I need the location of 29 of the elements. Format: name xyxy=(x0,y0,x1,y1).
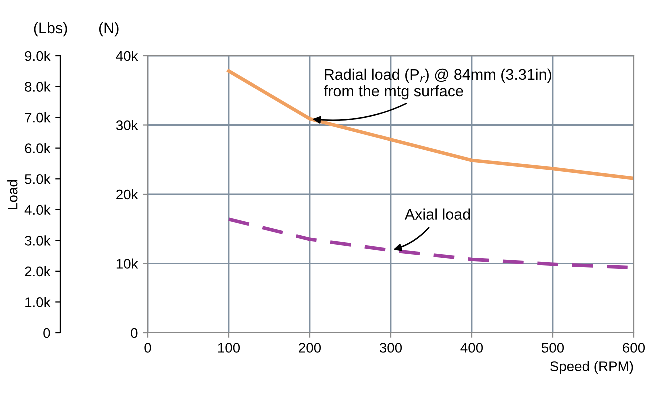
y-tick-label: 30k xyxy=(116,120,138,130)
y2-tick-label: 9.0k xyxy=(25,50,51,62)
x-tick-label: 0 xyxy=(144,343,152,353)
x-axis-title: Speed (RPM) xyxy=(550,361,634,374)
x-tick-label: 200 xyxy=(299,343,322,353)
annotation: Radial load (P$_{r}$) @ 84mm (3.31in) from the mtg surface xyxy=(324,68,552,100)
y2-tick-label: 7.0k xyxy=(25,112,51,123)
y-tick-label: 10k xyxy=(116,258,138,269)
y2-tick-label: 1.0k xyxy=(26,297,51,308)
line-series xyxy=(227,70,634,180)
y2-tick-label: 3.0k xyxy=(25,236,51,246)
y2-tick-label: 4.0k xyxy=(24,204,51,216)
annotation: Axial load xyxy=(404,208,470,220)
y2-tick-label: 6.0k xyxy=(25,143,51,154)
x-tick-label: 500 xyxy=(542,343,564,353)
y-tick-label: 20k xyxy=(116,189,138,200)
x-tick-label: 400 xyxy=(460,343,484,353)
y2-tick-label: 8.0k xyxy=(25,82,51,92)
y-axis-title: (N) xyxy=(99,22,119,37)
x-tick-label: 300 xyxy=(380,343,402,353)
text: Load xyxy=(8,180,18,210)
y-tick-label: 0 xyxy=(131,328,138,338)
x-tick-label: 600 xyxy=(623,343,646,353)
y2-tick-label: 5.0k xyxy=(25,174,51,184)
y-tick-label: 40k xyxy=(116,50,138,62)
y2-tick-label: 2.0k xyxy=(25,266,51,277)
y2-tick-label: 0 xyxy=(44,328,50,338)
y2-axis-title: (Lbs) xyxy=(34,22,68,37)
x-tick-label: 100 xyxy=(218,343,240,353)
